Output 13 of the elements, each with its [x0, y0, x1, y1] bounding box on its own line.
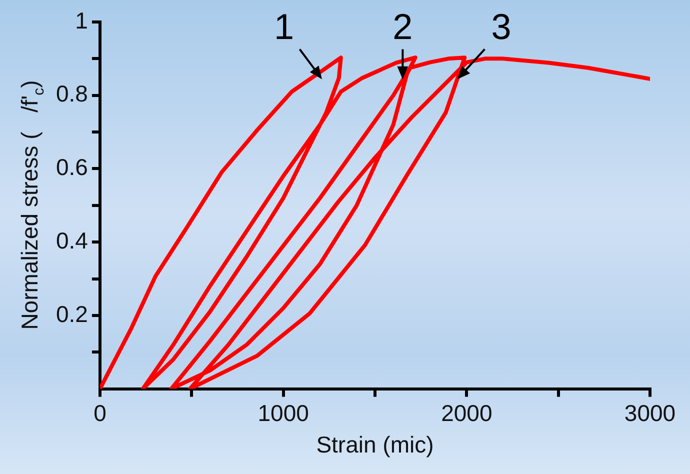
annotation: 3: [491, 6, 512, 48]
y-tick-label: 0.2: [56, 300, 88, 327]
annotation: 2: [392, 6, 413, 48]
x-tick-label: 0: [94, 400, 106, 426]
y-tick-label: 1: [75, 7, 88, 34]
y-tick-label: 0.4: [56, 227, 88, 254]
y-tick-label: 0.6: [56, 154, 88, 180]
annotation: 1: [274, 6, 294, 48]
x-tick-label: 3000: [624, 400, 676, 426]
x-axis-title: Strain (mic): [316, 432, 434, 458]
x-tick-label: 1000: [258, 400, 309, 426]
x-tick-label: 2000: [441, 400, 492, 426]
y-tick-label: 0.8: [56, 80, 88, 107]
